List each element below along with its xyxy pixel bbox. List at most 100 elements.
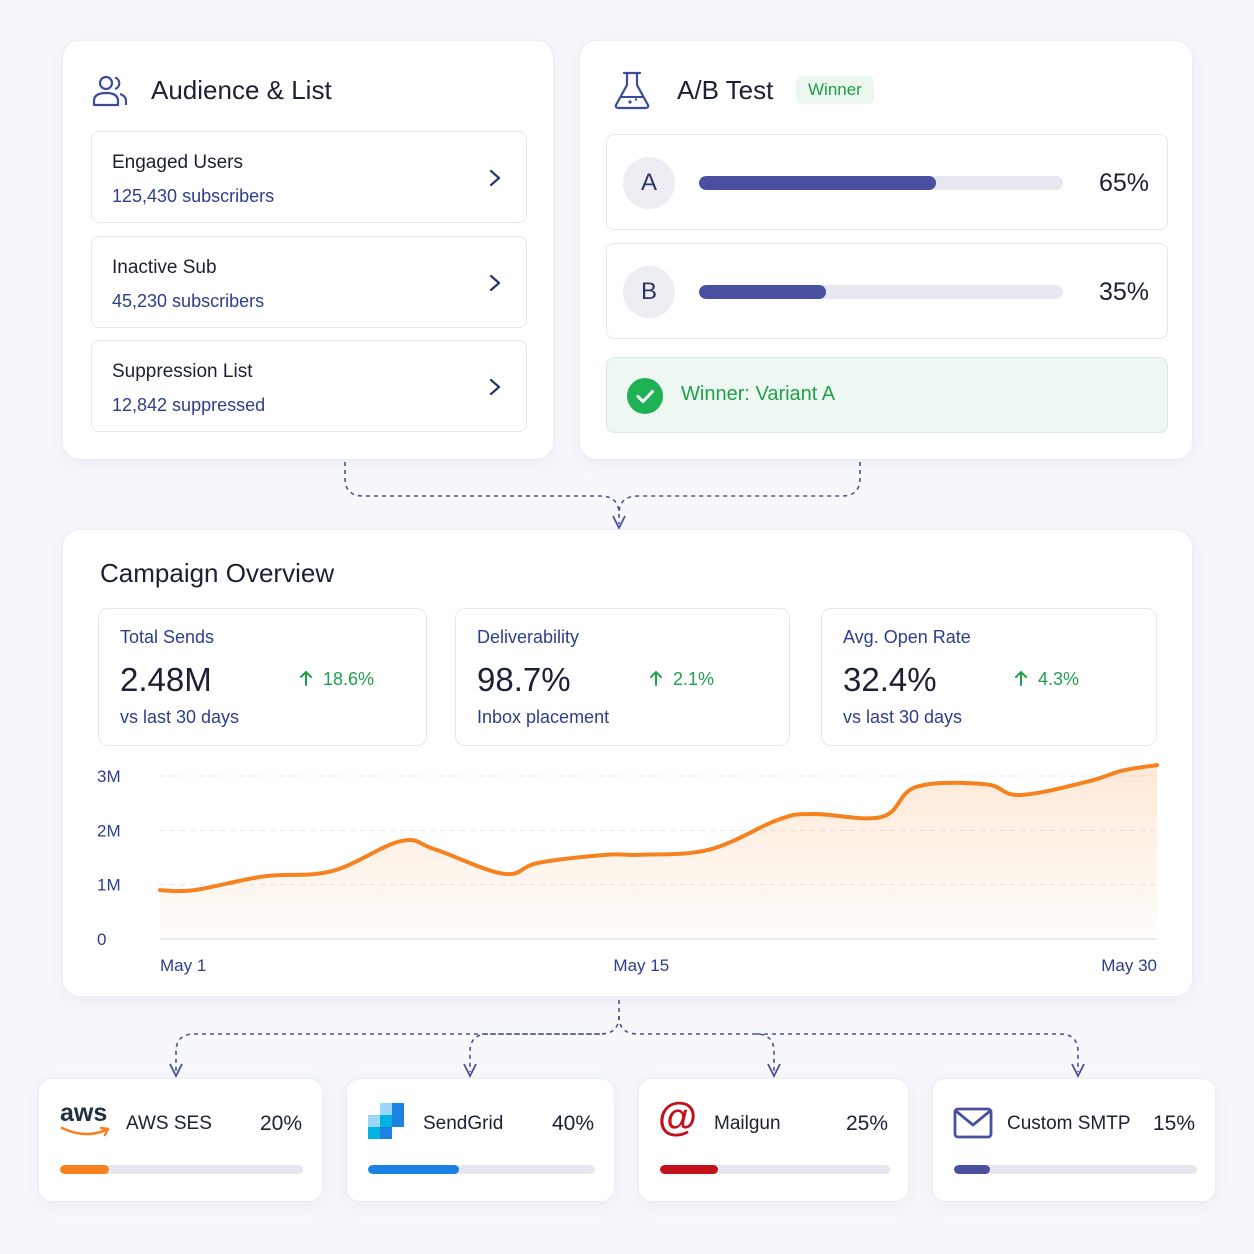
chart-data-point	[433, 847, 437, 851]
provider-card-mailgun[interactable]: @ Mailgun 25%	[638, 1078, 909, 1202]
variant-percent: 65%	[1098, 169, 1149, 197]
flask-icon	[614, 71, 650, 110]
provider-card-custom-smtp[interactable]: Custom SMTP 15%	[932, 1078, 1216, 1202]
ab-test-title: A/B Test	[677, 75, 774, 105]
arrow-up-icon	[1015, 671, 1027, 686]
audience-item-name: Engaged Users	[112, 152, 243, 173]
variant-label: B	[623, 266, 675, 318]
provider-share-fill	[954, 1165, 991, 1174]
y-tick-label: 0	[97, 930, 106, 949]
chart-data-point	[1086, 779, 1090, 783]
provider-share-track	[60, 1165, 303, 1174]
variant-row-a: A 65%	[606, 134, 1168, 230]
chart-data-point	[605, 853, 609, 857]
kpi-avg-open-rate: Avg. Open Rate 32.4% 4.3% vs last 30 day…	[821, 608, 1157, 746]
provider-share-track	[368, 1165, 595, 1174]
kpi-deliverability: Deliverability 98.7% 2.1% Inbox placemen…	[455, 608, 790, 746]
variant-progress-fill	[699, 176, 936, 190]
x-tick-label: May 30	[1101, 956, 1157, 975]
chart-data-point	[811, 812, 815, 816]
audience-item-count: 45,230 subscribers	[112, 291, 265, 311]
kpi-value: 98.7%	[477, 661, 571, 698]
kpi-delta-value: 4.3%	[1038, 669, 1080, 689]
chart-data-point	[502, 872, 506, 876]
kpi-label: Total Sends	[120, 627, 215, 647]
kpi-label: Deliverability	[477, 627, 580, 647]
chart-series-line	[158, 763, 1159, 894]
provider-name: SendGrid	[423, 1113, 504, 1134]
winner-banner: Winner: Variant A	[606, 357, 1168, 433]
arrow-up-icon	[650, 671, 662, 686]
variant-progress-fill	[699, 285, 827, 299]
chart-data-point	[914, 785, 918, 789]
aws-logo-icon: aws	[60, 1099, 114, 1141]
provider-name: Mailgun	[714, 1113, 781, 1134]
overview-title: Campaign Overview	[100, 558, 335, 588]
kpi-subtext: vs last 30 days	[120, 707, 240, 727]
chart-data-point	[639, 853, 643, 857]
check-circle-icon	[627, 378, 663, 414]
variant-percent: 35%	[1098, 278, 1149, 306]
users-icon	[92, 75, 128, 107]
provider-share-track	[954, 1165, 1197, 1174]
provider-name: Custom SMTP	[1007, 1113, 1131, 1134]
kpi-value: 32.4%	[843, 661, 937, 698]
y-tick-label: 3M	[97, 767, 121, 786]
arrow-up-icon	[300, 671, 312, 686]
audience-item-inactive-sub[interactable]: Inactive Sub 45,230 subscribers	[91, 236, 527, 328]
chart-data-point	[536, 861, 540, 865]
kpi-total-sends: Total Sends 2.48M 18.6% vs last 30 days	[98, 608, 427, 746]
y-tick-label: 2M	[97, 821, 121, 840]
chart-data-point	[1017, 793, 1021, 797]
x-tick-label: May 1	[160, 956, 206, 975]
provider-percent: 40%	[551, 1112, 594, 1135]
audience-item-engaged-users[interactable]: Engaged Users 125,430 subscribers	[91, 131, 527, 223]
mailgun-logo-icon: @	[658, 1095, 698, 1139]
chart-data-point	[1155, 763, 1159, 767]
provider-card-sendgrid[interactable]: SendGrid 40%	[346, 1078, 615, 1202]
chart-data-point	[880, 815, 884, 819]
winner-badge: Winner	[796, 76, 874, 104]
audience-item-name: Suppression List	[112, 361, 253, 382]
chart-data-point	[192, 888, 196, 892]
kpi-delta-value: 18.6%	[323, 669, 375, 689]
campaign-overview-card: Campaign Overview Total Sends 2.48M 18.6…	[62, 529, 1193, 997]
chart-area-fill	[160, 765, 1157, 939]
provider-share-fill	[60, 1165, 109, 1174]
audience-item-suppression-list[interactable]: Suppression List 12,842 suppressed	[91, 340, 527, 432]
audience-card: Audience & List Engaged Users 125,430 su…	[62, 40, 554, 460]
provider-percent: 20%	[259, 1112, 302, 1135]
provider-card-aws-ses[interactable]: aws AWS SES 20%	[38, 1078, 323, 1202]
ab-test-card: A/B Test Winner A 65% B 35% Winner: Vari…	[579, 40, 1193, 460]
provider-percent: 25%	[845, 1112, 888, 1135]
kpi-delta: 2.1%	[649, 669, 714, 690]
audience-title: Audience & List	[151, 75, 332, 105]
y-tick-label: 1M	[97, 876, 121, 895]
chevron-right-icon	[489, 274, 501, 292]
kpi-label: Avg. Open Rate	[843, 627, 971, 647]
chevron-right-icon	[489, 169, 501, 187]
audience-item-name: Inactive Sub	[112, 257, 217, 278]
winner-text: Winner: Variant A	[681, 383, 836, 405]
chart-data-point	[399, 839, 403, 843]
variant-label: A	[623, 157, 675, 209]
provider-name: AWS SES	[126, 1113, 212, 1134]
kpi-value: 2.48M	[120, 661, 212, 698]
chart-data-point	[777, 817, 781, 821]
kpi-subtext: Inbox placement	[477, 707, 610, 727]
kpi-subtext: vs last 30 days	[843, 707, 963, 727]
chart-data-point	[983, 782, 987, 786]
chart-data-point	[708, 847, 712, 851]
audience-item-count: 125,430 subscribers	[112, 186, 275, 206]
chart-data-point	[158, 888, 162, 892]
mail-envelope-icon	[953, 1107, 993, 1139]
chart-data-point	[261, 875, 265, 879]
provider-percent: 15%	[1152, 1112, 1195, 1135]
provider-share-fill	[660, 1165, 718, 1174]
chevron-right-icon	[489, 378, 501, 396]
x-tick-label: May 15	[613, 956, 669, 975]
audience-item-count: 12,842 suppressed	[112, 395, 266, 415]
kpi-delta: 4.3%	[1014, 669, 1079, 690]
variant-progress-track	[699, 285, 1063, 299]
chart-data-point	[330, 869, 334, 873]
